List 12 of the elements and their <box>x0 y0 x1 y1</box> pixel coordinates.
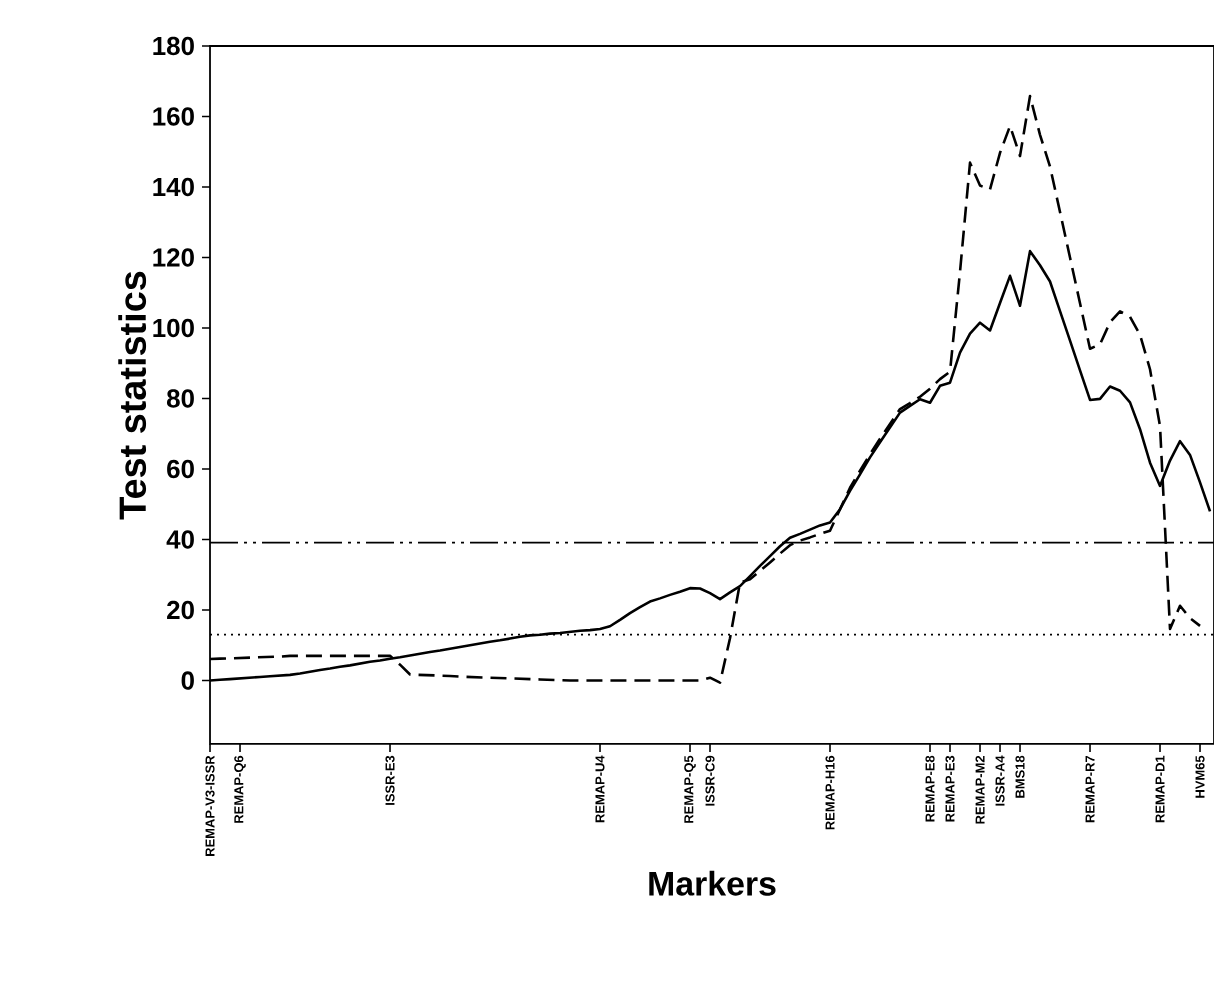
y-tick-label: 60 <box>167 459 194 479</box>
y-tick-label: 80 <box>166 389 194 408</box>
y-tick-label: 140 <box>153 177 194 197</box>
y-axis-title: Test statistics <box>118 271 147 520</box>
y-tick-label: 180 <box>153 36 194 56</box>
y-tick-label: 120 <box>153 248 194 267</box>
x-axis-title: Markers <box>649 870 776 896</box>
y-tick-label: 20 <box>167 600 194 620</box>
y-tick-label: 100 <box>153 318 194 338</box>
y-tick-label: 40 <box>166 530 194 549</box>
y-tick-label: 0 <box>181 671 194 690</box>
y-tick-label: 160 <box>153 107 194 126</box>
